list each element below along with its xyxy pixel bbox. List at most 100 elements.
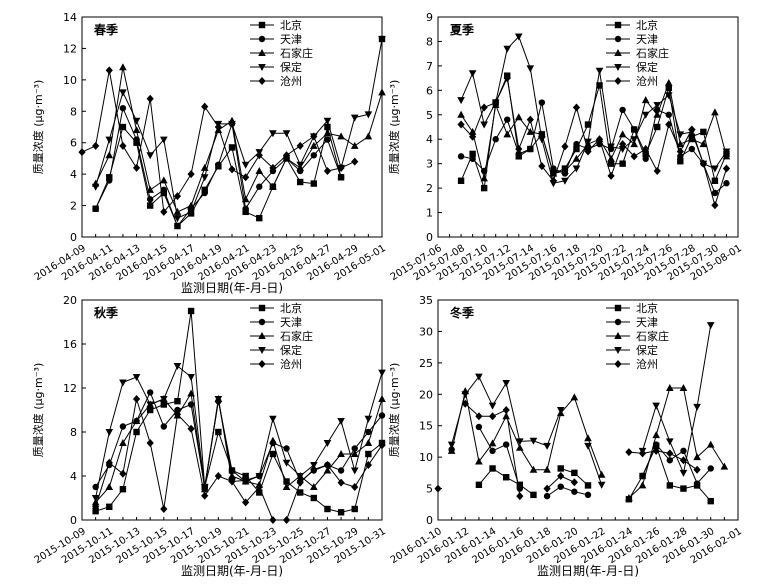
data-point bbox=[543, 442, 551, 450]
data-point bbox=[642, 150, 649, 158]
y-tick-label: 20 bbox=[63, 294, 77, 307]
data-point bbox=[516, 443, 524, 451]
data-point bbox=[364, 111, 373, 119]
series-天津 bbox=[457, 99, 730, 197]
series-line bbox=[587, 445, 603, 485]
data-point bbox=[337, 509, 345, 516]
data-point bbox=[350, 467, 359, 475]
data-point bbox=[666, 384, 674, 391]
data-point bbox=[351, 157, 359, 166]
series-line bbox=[478, 467, 534, 496]
data-point bbox=[283, 478, 290, 485]
data-point bbox=[337, 450, 345, 457]
data-point bbox=[530, 491, 537, 499]
data-point bbox=[350, 450, 359, 457]
data-point bbox=[269, 436, 277, 444]
data-point bbox=[457, 110, 465, 118]
y-tick-label: 10 bbox=[419, 451, 433, 464]
legend-label: 沧州 bbox=[280, 357, 302, 371]
y-tick-label: 25 bbox=[419, 357, 433, 370]
data-point bbox=[619, 160, 626, 167]
data-point bbox=[378, 412, 386, 419]
series-line bbox=[95, 392, 383, 503]
data-point bbox=[700, 128, 707, 136]
data-point bbox=[241, 161, 250, 169]
data-point bbox=[693, 453, 701, 461]
data-point bbox=[337, 174, 345, 181]
data-point bbox=[570, 478, 578, 487]
data-point bbox=[584, 121, 592, 128]
data-point bbox=[557, 472, 565, 480]
data-point bbox=[255, 167, 264, 174]
data-point bbox=[557, 465, 564, 472]
series-北京 bbox=[475, 442, 714, 505]
data-point bbox=[146, 401, 154, 409]
data-point bbox=[469, 150, 476, 158]
data-point bbox=[296, 161, 304, 169]
data-point bbox=[256, 183, 263, 190]
data-point bbox=[132, 374, 141, 381]
data-point bbox=[146, 389, 154, 396]
data-point bbox=[296, 489, 304, 496]
series-line bbox=[451, 390, 603, 475]
data-point bbox=[174, 406, 181, 414]
data-point bbox=[242, 472, 249, 480]
data-point bbox=[187, 208, 195, 216]
legend-label: 沧州 bbox=[636, 357, 658, 371]
data-point bbox=[119, 439, 127, 446]
data-point bbox=[707, 497, 714, 505]
data-point bbox=[618, 130, 627, 138]
data-point bbox=[596, 82, 603, 89]
y-tick-label: 2 bbox=[426, 182, 433, 195]
series-石家庄 bbox=[91, 389, 386, 506]
data-point bbox=[584, 442, 592, 450]
series-石家庄 bbox=[447, 384, 729, 501]
data-point bbox=[527, 145, 534, 153]
data-point bbox=[526, 65, 535, 73]
chart-panel-2: 01234567892015-07-062015-07-082015-07-10… bbox=[387, 11, 744, 283]
series-天津 bbox=[92, 389, 386, 491]
data-point bbox=[502, 406, 510, 414]
data-point bbox=[699, 140, 708, 148]
data-point bbox=[711, 189, 719, 197]
data-point bbox=[92, 508, 99, 515]
data-point bbox=[653, 102, 662, 109]
data-point bbox=[365, 428, 372, 436]
data-point bbox=[597, 470, 606, 478]
data-point bbox=[200, 174, 209, 182]
y-tick-label: 8 bbox=[426, 35, 433, 48]
data-point bbox=[722, 164, 731, 173]
data-point bbox=[543, 465, 551, 473]
data-point bbox=[351, 445, 358, 452]
data-point bbox=[572, 165, 581, 173]
data-point bbox=[642, 145, 650, 153]
data-point bbox=[488, 439, 497, 447]
data-point bbox=[475, 457, 483, 465]
data-point bbox=[105, 483, 114, 490]
data-point bbox=[187, 170, 195, 179]
data-point bbox=[584, 491, 592, 499]
y-tick-label: 5 bbox=[426, 109, 433, 122]
legend-marker bbox=[258, 21, 266, 29]
legend-marker bbox=[614, 347, 622, 354]
data-point bbox=[132, 163, 141, 172]
data-point bbox=[666, 449, 674, 458]
data-point bbox=[666, 438, 674, 446]
series-line bbox=[642, 443, 712, 485]
data-point bbox=[173, 410, 182, 419]
data-point bbox=[538, 99, 546, 106]
data-point bbox=[105, 429, 114, 436]
chart-panel-4: 051015202530352016-01-102016-01-122016-0… bbox=[387, 294, 744, 578]
data-point bbox=[654, 123, 661, 131]
data-point bbox=[529, 465, 538, 473]
legend-label: 石家庄 bbox=[280, 46, 313, 60]
data-point bbox=[132, 117, 141, 125]
data-point bbox=[187, 424, 195, 433]
legend-marker bbox=[258, 35, 266, 43]
data-point bbox=[711, 108, 719, 116]
y-tick-label: 4 bbox=[426, 133, 433, 146]
legend-label: 保定 bbox=[280, 60, 302, 74]
legend-label: 保定 bbox=[280, 343, 302, 357]
data-point bbox=[337, 132, 345, 140]
